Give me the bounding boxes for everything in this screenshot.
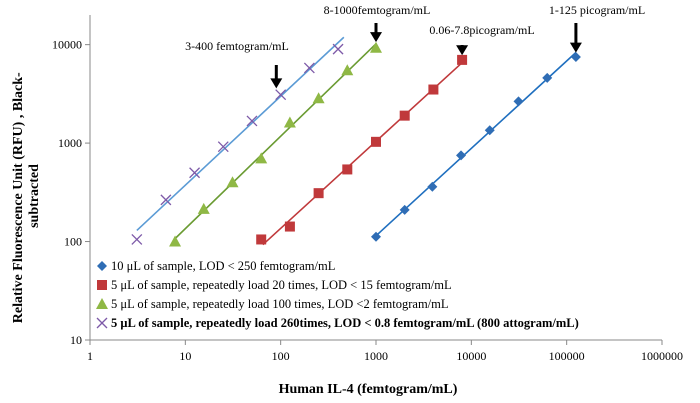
data-point-series-2 [284, 221, 295, 232]
y-axis-label: Relative Fluorescence Unit (RFU) , Black… [11, 69, 42, 323]
data-point-series-4 [160, 194, 172, 206]
data-point-series-4 [303, 62, 315, 74]
data-point-series-2 [371, 136, 381, 147]
data-point-series-1 [484, 125, 495, 136]
data-point-series-3 [370, 41, 382, 53]
data-point-series-3 [341, 64, 354, 76]
data-point-series-1 [427, 181, 438, 192]
data-point-series-2 [399, 110, 410, 121]
y-tick-label: 10000 [52, 38, 82, 52]
legend-label: 10 μL of sample, LOD < 250 femtogram/mL [111, 259, 335, 273]
data-point-series-2 [256, 234, 267, 245]
data-point-series-4 [246, 115, 258, 127]
data-point-series-4 [189, 167, 201, 179]
data-point-series-3 [255, 152, 268, 164]
x-tick-label: 1000000 [641, 349, 683, 363]
annotations: 3-400 femtogram/mL 8-1000femtogram/mL 0.06… [185, 3, 645, 89]
x-tick-label: 1 [87, 349, 93, 363]
data-point-series-3 [283, 116, 296, 128]
x-tick-label: 10000 [456, 349, 486, 363]
data-point-series-1 [371, 231, 381, 242]
legend-label: 5 μL of sample, repeatedly load 260times… [111, 316, 579, 330]
legend-marker-series-2 [97, 280, 107, 290]
annotation-label: 0.06-7.8picogram/mL [429, 23, 534, 37]
fit-line-series-1 [373, 51, 577, 239]
legend-marker-series-3 [96, 298, 108, 309]
data-point-series-4-stroke-b [332, 43, 344, 55]
axes: 1 10 100 1000 10000 100000 1000000 10 100 1000 100… [52, 15, 683, 363]
legend-marker-series-1 [97, 261, 107, 271]
x-tick-label: 100 [272, 349, 290, 363]
x-axis-label: Human IL-4 (femtogram/mL) [279, 382, 458, 397]
data-point-series-4 [217, 141, 229, 153]
y-tick-label: 100 [64, 235, 82, 249]
data-point-series-4-stroke-b [160, 194, 172, 206]
data-point-series-2 [428, 84, 439, 95]
annotation-label: 8-1000femtogram/mL [324, 3, 431, 17]
x-tick-label: 100000 [549, 349, 585, 363]
x-tick-label: 1000 [364, 349, 388, 363]
data-point-series-1 [542, 72, 553, 83]
annotation-label: 3-400 femtogram/mL [185, 39, 289, 53]
y-axis-label-line-2: subtracted [27, 164, 42, 228]
data-point-series-3 [312, 92, 325, 104]
data-point-series-4-stroke-b [131, 234, 143, 245]
data-point-series-3 [226, 176, 239, 188]
fit-lines [136, 36, 577, 246]
fit-line-series-3 [174, 43, 377, 240]
annotation-arrow-head [569, 42, 582, 53]
annotation-label: 1-125 picogram/mL [549, 3, 645, 17]
data-point-series-2 [457, 54, 468, 65]
data-point-series-4-stroke-b [246, 115, 258, 127]
data-markers [131, 41, 581, 247]
legend: 10 μL of sample, LOD < 250 femtogram/mL 5… [96, 259, 579, 330]
annotation-arrow-head [456, 45, 469, 56]
data-point-series-4-stroke-b [303, 62, 315, 74]
legend-label: 5 μL of sample, repeatedly load 20 times… [111, 278, 452, 292]
data-point-series-3 [169, 235, 182, 247]
legend-marker-series-4-stroke-b [96, 317, 108, 329]
data-point-series-1 [456, 150, 467, 161]
data-point-series-1 [570, 51, 581, 62]
annotation-arrow-head [370, 32, 382, 43]
data-point-series-1 [399, 204, 410, 215]
data-point-series-4 [332, 43, 344, 55]
data-point-series-4 [275, 89, 287, 101]
data-point-series-2 [342, 164, 353, 175]
data-point-series-4-stroke-b [275, 89, 287, 101]
x-tick-label: 10 [179, 349, 191, 363]
data-point-series-4-stroke-b [189, 167, 201, 179]
data-point-series-1 [513, 96, 524, 107]
data-point-series-3 [197, 202, 210, 214]
annotation-arrow-head [270, 78, 283, 89]
fit-line-series-4 [136, 36, 345, 232]
data-point-series-2 [313, 188, 324, 199]
y-tick-label: 1000 [58, 136, 82, 150]
y-axis-label-line-1: Relative Fluorescence Unit (RFU) , Black… [11, 72, 26, 323]
legend-label: 5 μL of sample, repeatedly load 100 time… [111, 297, 449, 311]
legend-marker-series-4 [96, 317, 108, 329]
data-point-series-4 [131, 234, 143, 245]
data-point-series-4-stroke-b [217, 141, 229, 153]
y-tick-label: 10 [70, 333, 82, 347]
